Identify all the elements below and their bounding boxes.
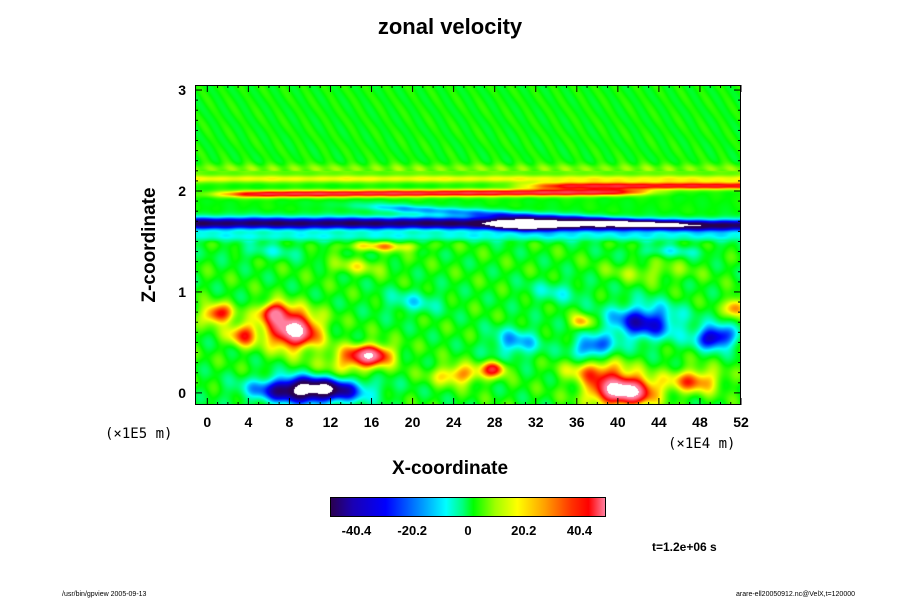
heatmap-canvas — [195, 85, 741, 405]
chart-title: zonal velocity — [377, 14, 523, 39]
x-tick-label: 32 — [528, 414, 544, 430]
x-tick-label: 4 — [244, 414, 252, 430]
colorbar-tick-label: -40.4 — [341, 523, 372, 538]
y-axis-label: Z-coordinate — [139, 187, 160, 303]
footer-command: /usr/bin/gpview 2005-09-13 — [62, 591, 147, 598]
y-tick-label: 1 — [178, 284, 186, 300]
x-tick-label: 24 — [446, 414, 462, 430]
x-tick-label: 36 — [569, 414, 585, 430]
x-tick-label: 20 — [405, 414, 421, 430]
x-tick-label: 16 — [364, 414, 380, 430]
y-tick-label: 2 — [178, 183, 186, 199]
colorbar-tick-label: -20.2 — [397, 523, 428, 538]
colorbar — [330, 497, 606, 517]
footer-file: arare-ell20050912.nc@VelX,t=120000 — [736, 591, 855, 598]
plot-frame — [195, 85, 741, 405]
timestamp-label: t=1.2e+06 s — [652, 540, 717, 554]
x-tick-label: 44 — [651, 414, 667, 430]
plot-area — [195, 85, 741, 405]
x-tick-label: 0 — [203, 414, 211, 430]
colorbar-tick-label: 0 — [464, 523, 472, 538]
x-tick-label: 8 — [286, 414, 294, 430]
x-tick-label: 40 — [610, 414, 626, 430]
x-tick-label: 12 — [323, 414, 339, 430]
y-tick-label: 3 — [178, 82, 186, 98]
y-tick-label: 0 — [178, 385, 186, 401]
x-tick-label: 52 — [733, 414, 749, 430]
x-axis-label: X-coordinate — [391, 458, 509, 479]
x-tick-label: 48 — [692, 414, 708, 430]
colorbar-tick-label: 20.2 — [511, 523, 537, 538]
x-unit-label: (×1E4 m) — [668, 436, 736, 452]
z-unit-label: (×1E5 m) — [105, 426, 173, 442]
colorbar-tick-label: 40.4 — [566, 523, 593, 538]
x-tick-label: 28 — [487, 414, 503, 430]
